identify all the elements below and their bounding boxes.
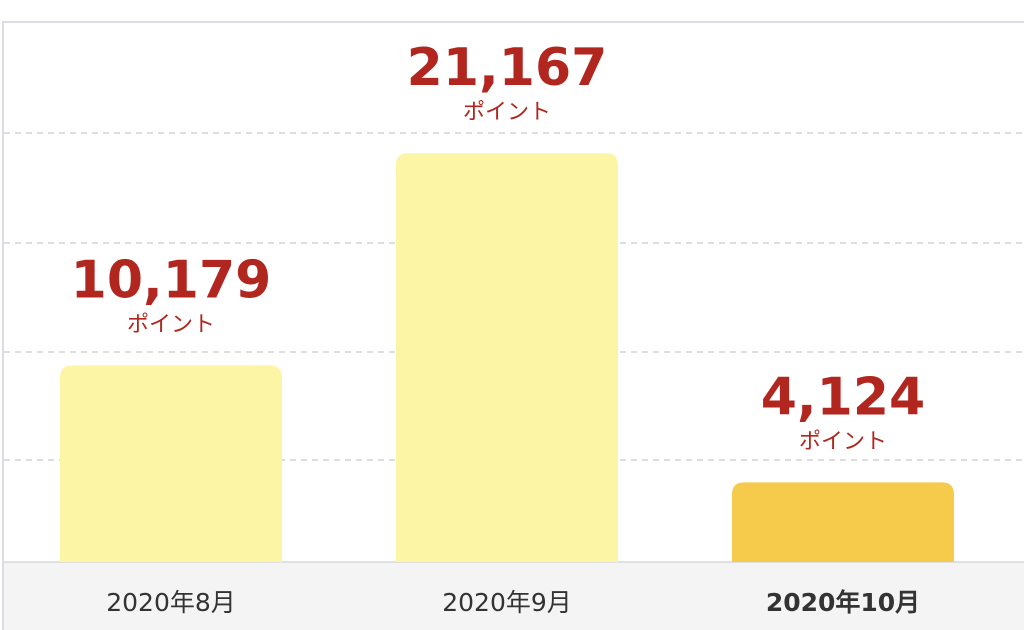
- category-band: [4, 562, 1024, 630]
- x-tick-label: 2020年10月: [766, 588, 920, 617]
- bar: [396, 153, 618, 562]
- value-label: 10,179: [71, 250, 272, 310]
- x-tick-label: 2020年8月: [106, 588, 236, 617]
- value-label: 4,124: [761, 367, 925, 427]
- value-label: 21,167: [407, 38, 608, 98]
- unit-label: ポイント: [127, 312, 215, 337]
- unit-label: ポイント: [799, 429, 887, 454]
- bar: [732, 482, 954, 562]
- x-tick-label: 2020年9月: [442, 588, 572, 617]
- bar: [60, 365, 282, 562]
- unit-label: ポイント: [463, 100, 551, 125]
